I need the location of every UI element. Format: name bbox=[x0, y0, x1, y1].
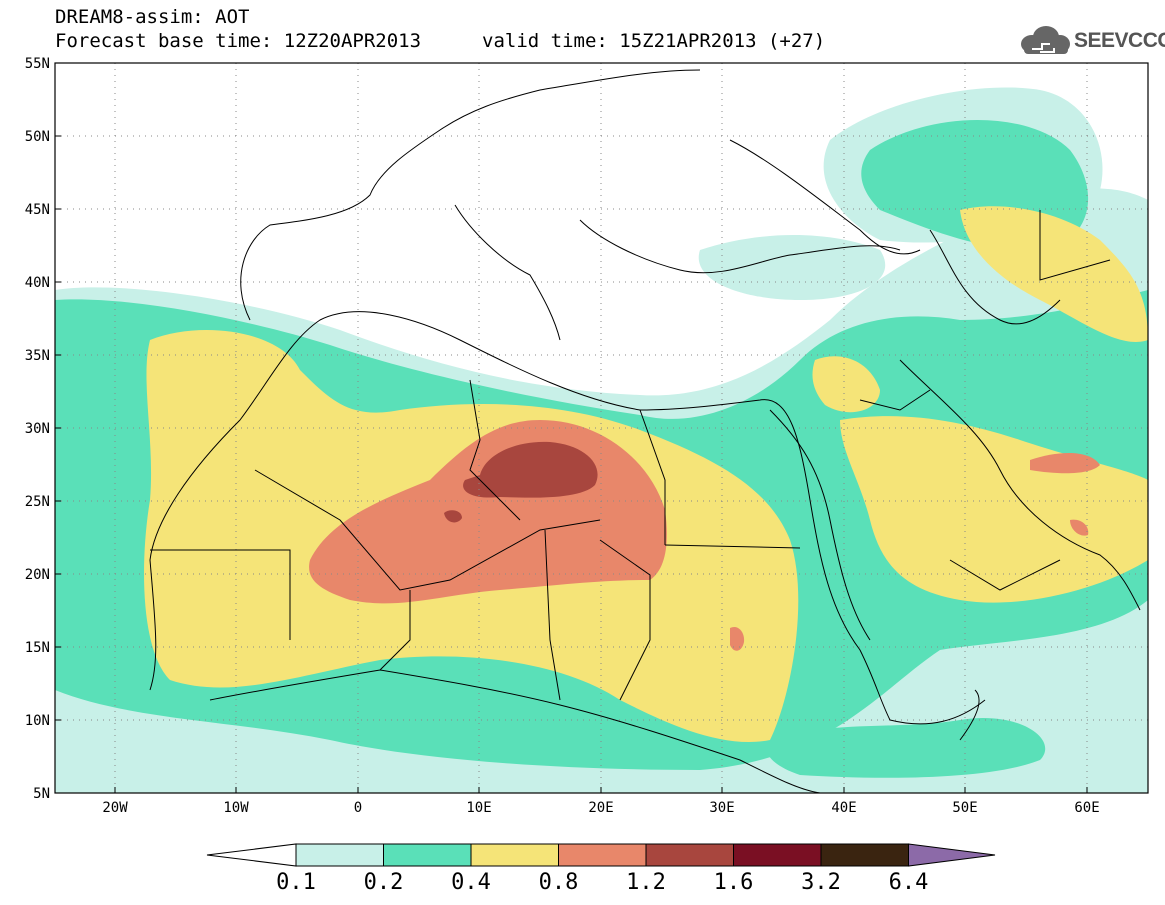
lat-label: 40N bbox=[25, 275, 50, 291]
lon-label: 30E bbox=[709, 800, 734, 816]
lat-label: 15N bbox=[25, 640, 50, 656]
colorbar-segment bbox=[733, 843, 822, 867]
colorbar-label: 6.4 bbox=[888, 870, 929, 895]
lat-label: 45N bbox=[25, 202, 50, 218]
lat-labels: 55N 50N 45N 40N 35N 30N 25N 20N 15N 10N … bbox=[25, 56, 50, 802]
cloud-icon bbox=[1021, 26, 1070, 54]
lat-label: 20N bbox=[25, 567, 50, 583]
contour-1.2 bbox=[463, 441, 598, 498]
coastlines bbox=[149, 69, 1141, 793]
lon-label: 0 bbox=[354, 800, 362, 816]
lon-label: 20W bbox=[102, 800, 128, 816]
lat-label: 55N bbox=[25, 56, 50, 72]
lat-label: 30N bbox=[25, 421, 50, 437]
colorbar bbox=[206, 843, 996, 867]
colorbar-label: 0.1 bbox=[276, 870, 316, 895]
colorbar-segment bbox=[470, 843, 559, 867]
lon-label: 10E bbox=[466, 800, 491, 816]
colorbar-over-arrow bbox=[908, 843, 996, 867]
lon-label: 20E bbox=[588, 800, 613, 816]
tick-marks bbox=[55, 62, 1088, 794]
colorbar-segment bbox=[558, 843, 647, 867]
graticule bbox=[55, 63, 1148, 793]
lat-label: 10N bbox=[25, 713, 50, 729]
chart-title: DREAM8-assim: AOT bbox=[55, 6, 250, 28]
lat-label: 35N bbox=[25, 348, 50, 364]
logo-text: SEEVCCC bbox=[1074, 29, 1165, 52]
forecast-base-time: Forecast base time: 12Z20APR2013 bbox=[55, 30, 422, 52]
colorbar-segment bbox=[295, 843, 384, 867]
colorbar-segment bbox=[645, 843, 734, 867]
colorbar-label: 1.2 bbox=[626, 870, 666, 895]
lon-labels: 20W 10W 0 10E 20E 30E 40E 50E 60E bbox=[102, 800, 1099, 816]
colorbar-label: 3.2 bbox=[801, 870, 841, 895]
lon-label: 50E bbox=[952, 800, 977, 816]
lon-label: 10W bbox=[223, 800, 249, 816]
lat-label: 25N bbox=[25, 494, 50, 510]
colorbar-label: 0.4 bbox=[451, 870, 491, 895]
aot-contours bbox=[55, 63, 1148, 793]
colorbar-under-arrow bbox=[206, 843, 297, 867]
valid-time: valid time: 15Z21APR2013 (+27) bbox=[482, 30, 826, 52]
lon-label: 40E bbox=[831, 800, 856, 816]
colorbar-segment bbox=[383, 843, 472, 867]
lat-label: 50N bbox=[25, 129, 50, 145]
colorbar-label: 1.6 bbox=[713, 870, 754, 895]
colorbar-segment bbox=[820, 843, 909, 867]
colorbar-label: 0.8 bbox=[538, 870, 579, 895]
colorbar-label: 0.2 bbox=[363, 870, 404, 895]
lat-label: 5N bbox=[33, 786, 50, 802]
lon-label: 60E bbox=[1074, 800, 1099, 816]
